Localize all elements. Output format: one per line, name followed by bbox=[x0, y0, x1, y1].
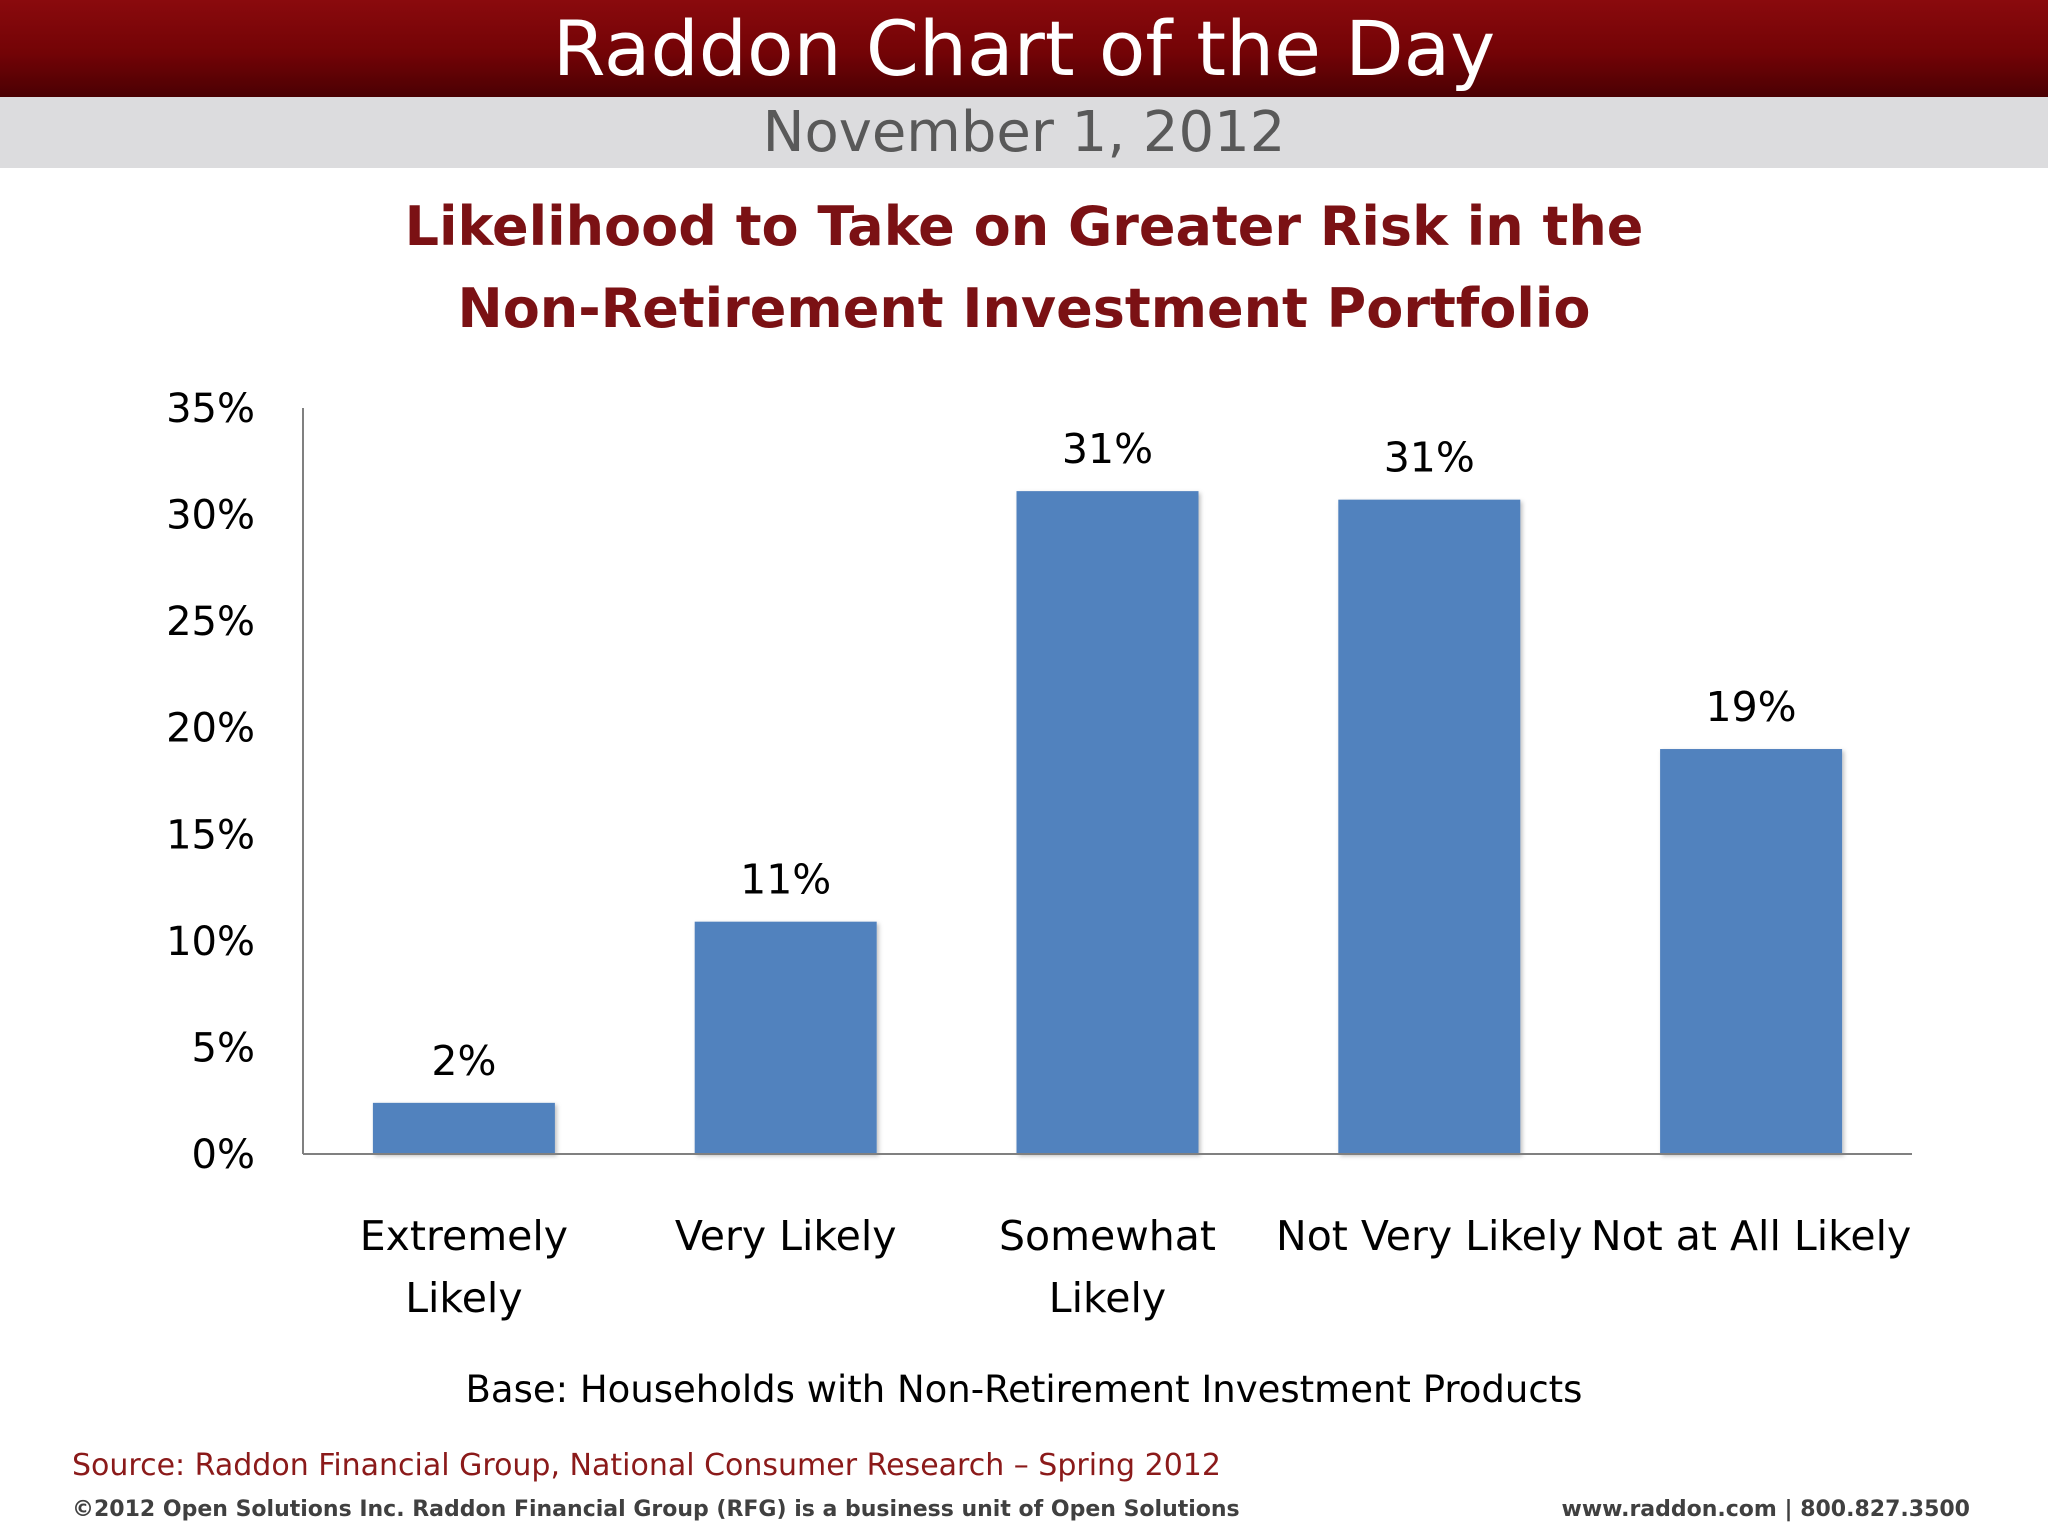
bar bbox=[372, 1102, 555, 1154]
bars bbox=[372, 491, 1843, 1154]
chart-title: Likelihood to Take on Greater Risk in th… bbox=[0, 186, 2048, 350]
x-tick-label: Likely bbox=[405, 1274, 522, 1322]
banner-title: Raddon Chart of the Day bbox=[552, 4, 1496, 93]
bar bbox=[1660, 749, 1843, 1154]
chart-date: November 1, 2012 bbox=[762, 100, 1286, 165]
x-tick-label: Not Very Likely bbox=[1276, 1212, 1583, 1260]
y-tick-label: 0% bbox=[192, 1132, 255, 1178]
copyright-text: ©2012 Open Solutions Inc. Raddon Financi… bbox=[72, 1497, 1240, 1522]
x-axis-labels: Extremely Likely Very Likely Somewhat Likely… bbox=[360, 1212, 1912, 1322]
base-note: Base: Households with Non-Retirement Inv… bbox=[465, 1368, 1583, 1411]
chart-title-line-2: Non-Retirement Investment Portfolio bbox=[457, 277, 1591, 340]
data-label: 11% bbox=[740, 856, 831, 904]
x-tick-label: Likely bbox=[1049, 1274, 1166, 1322]
x-tick-label: Not at All Likely bbox=[1591, 1212, 1911, 1260]
contact-info: www.raddon.com | 800.827.3500 bbox=[1561, 1497, 1970, 1522]
y-axis-ticks: 0% 5% 10% 15% 20% 25% 30% 35% bbox=[166, 386, 255, 1178]
data-labels: 2% 11% 31% 31% 19% bbox=[431, 425, 1796, 1085]
data-label: 31% bbox=[1062, 425, 1153, 473]
bar bbox=[1338, 499, 1521, 1154]
data-label: 19% bbox=[1706, 683, 1797, 731]
x-tick-label: Very Likely bbox=[675, 1212, 897, 1260]
x-tick-label: Somewhat bbox=[999, 1212, 1216, 1260]
source-note: Source: Raddon Financial Group, National… bbox=[72, 1448, 1221, 1483]
y-tick-label: 35% bbox=[166, 386, 255, 432]
y-tick-label: 25% bbox=[166, 599, 255, 645]
x-tick-label: Extremely bbox=[360, 1212, 568, 1260]
date-bar: November 1, 2012 bbox=[0, 97, 2048, 168]
data-label: 2% bbox=[431, 1037, 496, 1085]
y-tick-label: 30% bbox=[166, 493, 255, 539]
y-tick-label: 15% bbox=[166, 812, 255, 858]
bar bbox=[1016, 491, 1199, 1154]
bar bbox=[694, 921, 877, 1154]
y-tick-label: 5% bbox=[192, 1025, 255, 1071]
y-tick-label: 10% bbox=[166, 919, 255, 965]
chart-title-line-1: Likelihood to Take on Greater Risk in th… bbox=[404, 195, 1644, 258]
header-banner: Raddon Chart of the Day bbox=[0, 0, 2048, 97]
y-tick-label: 20% bbox=[166, 706, 255, 752]
data-label: 31% bbox=[1384, 434, 1475, 482]
